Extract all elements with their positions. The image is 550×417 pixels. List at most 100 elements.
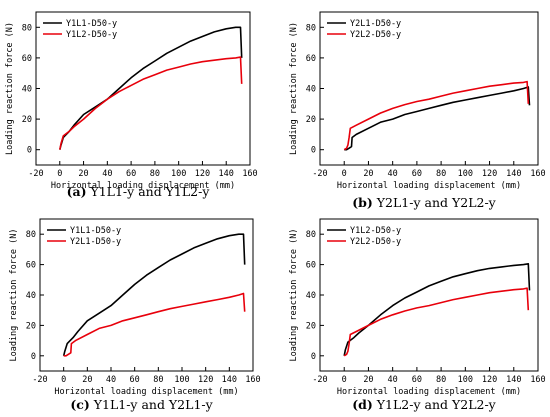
x-tick-label: 80	[436, 375, 446, 385]
caption-tag: (b)	[352, 195, 373, 210]
x-tick-label: 80	[150, 169, 160, 179]
y-tick-label: 80	[306, 230, 316, 240]
y-tick-label: 0	[31, 352, 36, 362]
caption-text: Y1L1-y and Y2L1-y	[90, 397, 214, 412]
y-tick-label: 20	[306, 115, 316, 125]
series-line-1	[343, 262, 531, 356]
series-line-2	[59, 56, 243, 150]
legend-label-1: Y1L1-D50-y	[70, 226, 121, 236]
chart-panel-3: -20 0 20 40 60 80 100 120 140 160 0 20 40 60 80 Horizon…	[9, 218, 261, 412]
x-tick-label: 20	[78, 169, 88, 179]
x-tick-label: 20	[363, 169, 373, 179]
x-tick-label: 120	[198, 375, 213, 385]
x-tick-label: 160	[242, 169, 257, 179]
y-tick-label: 60	[306, 261, 316, 271]
x-tick-label: -20	[32, 375, 47, 385]
x-tick-label: 140	[506, 169, 521, 179]
panel-caption: (a) Y1L1-y and Y1L2-y	[67, 184, 211, 199]
x-tick-label: 100	[171, 169, 186, 179]
y-tick-label: 60	[22, 54, 32, 64]
series-line-2	[343, 287, 530, 357]
panel-caption: (c) Y1L1-y and Y2L1-y	[70, 397, 213, 412]
x-tick-label: 40	[102, 169, 112, 179]
x-tick-label: -20	[312, 375, 327, 385]
x-axis-label: Horizontal loading displacement (mm)	[337, 387, 521, 397]
x-tick-label: 20	[82, 375, 92, 385]
caption-text: Y1L2-y and Y2L2-y	[373, 397, 497, 412]
x-tick-label: 100	[174, 375, 189, 385]
x-tick-label: 40	[388, 169, 398, 179]
caption-tag: (d)	[352, 397, 373, 412]
caption-tag: (c)	[70, 397, 89, 412]
y-tick-label: 60	[26, 261, 36, 271]
legend-label-2: Y2L1-D50-y	[70, 237, 121, 247]
legend-label-2: Y2L2-D50-y	[350, 30, 401, 40]
x-tick-label: 140	[506, 375, 521, 385]
y-tick-label: 60	[306, 54, 316, 64]
x-tick-label: 80	[436, 169, 446, 179]
y-tick-label: 40	[22, 85, 32, 95]
x-axis-label: Horizontal loading displacement (mm)	[337, 181, 521, 191]
x-tick-label: 140	[219, 169, 234, 179]
x-tick-label: 0	[57, 169, 62, 179]
y-tick-label: 80	[306, 23, 316, 33]
x-axis-label: Horizontal loading displacement (mm)	[54, 387, 238, 397]
caption-text: Y1L1-y and Y1L2-y	[87, 184, 211, 199]
series-line-2	[63, 292, 246, 357]
x-tick-label: 20	[363, 375, 373, 385]
y-tick-label: 40	[306, 85, 316, 95]
series-line-1	[344, 86, 531, 151]
x-tick-label: 60	[126, 169, 136, 179]
x-tick-label: 0	[342, 169, 347, 179]
x-tick-label: 120	[482, 169, 497, 179]
y-tick-label: 0	[311, 146, 316, 156]
series-line-2	[343, 80, 530, 151]
legend-label-2: Y1L2-D50-y	[66, 30, 117, 40]
x-tick-label: 80	[153, 375, 163, 385]
y-axis-label: Loading reaction force (N)	[5, 22, 15, 155]
x-tick-label: 40	[106, 375, 116, 385]
y-tick-label: 0	[311, 352, 316, 362]
x-tick-label: 140	[222, 375, 237, 385]
y-tick-label: 20	[26, 321, 36, 331]
x-tick-label: 120	[195, 169, 210, 179]
legend-label-1: Y1L2-D50-y	[350, 226, 401, 236]
y-tick-label: 20	[306, 321, 316, 331]
y-axis-label: Loading reaction force (N)	[289, 22, 299, 155]
legend-label-1: Y2L1-D50-y	[350, 19, 401, 29]
x-tick-label: 0	[342, 375, 347, 385]
legend-label-1: Y1L1-D50-y	[66, 19, 117, 29]
x-tick-label: 160	[530, 169, 545, 179]
x-tick-label: -20	[28, 169, 43, 179]
caption-tag: (a)	[67, 184, 87, 199]
x-tick-label: 0	[61, 375, 66, 385]
caption-text: Y2L1-y and Y2L2-y	[373, 195, 497, 210]
chart-panel-1: -20 0 20 40 60 80 100 120 140 160 0 20 40 60 80 Horizon…	[5, 11, 258, 199]
x-tick-label: 60	[130, 375, 140, 385]
x-tick-label: 100	[458, 375, 473, 385]
chart-panel-4: -20 0 20 40 60 80 100 120 140 160 0 20 40 60 80 Horizon…	[289, 218, 546, 412]
x-tick-label: 100	[458, 169, 473, 179]
legend-label-2: Y2L2-D50-y	[350, 237, 401, 247]
x-tick-label: 120	[482, 375, 497, 385]
x-tick-label: 160	[530, 375, 545, 385]
x-tick-label: 40	[388, 375, 398, 385]
y-tick-label: 0	[27, 146, 32, 156]
series-line-1	[62, 233, 246, 356]
x-tick-label: 60	[412, 375, 422, 385]
y-tick-label: 40	[306, 291, 316, 301]
y-tick-label: 40	[26, 291, 36, 301]
y-tick-label: 80	[26, 230, 36, 240]
x-tick-label: 60	[412, 169, 422, 179]
panel-caption: (b) Y2L1-y and Y2L2-y	[352, 195, 496, 210]
panel-caption: (d) Y1L2-y and Y2L2-y	[352, 397, 496, 412]
series-line-1	[59, 26, 243, 150]
x-tick-label: 160	[245, 375, 260, 385]
y-tick-label: 20	[22, 115, 32, 125]
y-axis-label: Loading reaction force (N)	[289, 228, 299, 361]
y-axis-label: Loading reaction force (N)	[9, 228, 19, 361]
chart-panel-2: -20 0 20 40 60 80 100 120 140 160 0 20 40 60 80 Horizon…	[289, 11, 546, 210]
y-tick-label: 80	[22, 23, 32, 33]
x-axis-label: Horizontal loading displacement (mm)	[51, 181, 235, 191]
